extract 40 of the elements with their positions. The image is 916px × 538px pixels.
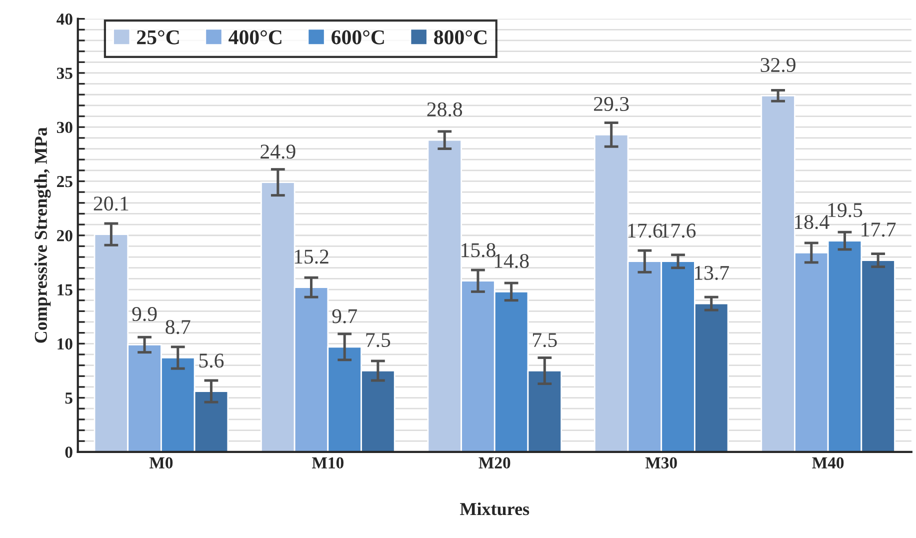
data-label: 9.9 — [132, 307, 157, 322]
data-label: 32.9 — [760, 58, 796, 72]
x-axis-title: Mixtures — [460, 502, 530, 516]
y-axis-title: Compressive Strength, MPa — [34, 127, 51, 343]
data-label: 19.5 — [828, 203, 862, 218]
x-tick-label: M40 — [812, 457, 844, 469]
data-label: 28.8 — [427, 102, 462, 117]
y-tick-label: 0 — [65, 446, 72, 458]
x-tick-label: M10 — [312, 457, 344, 469]
data-label: 7.5 — [366, 333, 390, 348]
data-label: 7.5 — [533, 333, 557, 348]
y-tick-label: 25 — [57, 176, 72, 188]
data-label: 5.6 — [199, 354, 224, 368]
data-label: 8.7 — [166, 320, 190, 334]
y-tick-label: 10 — [58, 338, 72, 350]
x-tick-label: M0 — [149, 457, 173, 469]
y-tick-label: 30 — [56, 122, 72, 134]
data-label: 17.7 — [862, 222, 896, 237]
data-label: 14.8 — [494, 254, 529, 268]
data-label: 13.7 — [694, 266, 729, 280]
legend-label: 400°C — [228, 30, 282, 44]
data-label: 15.2 — [294, 250, 328, 264]
y-tick-label: 5 — [65, 392, 72, 404]
data-label: 29.3 — [594, 97, 629, 112]
data-label: 9.7 — [332, 309, 358, 324]
legend-label: 800°C — [434, 30, 486, 44]
data-label: 17.6 — [628, 224, 662, 238]
data-label: 15.8 — [462, 243, 496, 258]
y-tick-label: 15 — [58, 284, 72, 296]
data-label: 20.1 — [94, 196, 128, 211]
data-label: 17.6 — [662, 224, 696, 238]
y-tick-label: 40 — [56, 14, 72, 25]
data-label: 18.4 — [794, 214, 830, 230]
legend-label: 25°C — [137, 30, 179, 44]
data-label: 24.9 — [260, 144, 296, 159]
y-tick-label: 35 — [56, 68, 72, 79]
legend-label: 600°C — [332, 30, 384, 44]
y-tick-label: 20 — [57, 230, 72, 242]
x-tick-label: M30 — [645, 457, 677, 469]
x-tick-label: M20 — [478, 457, 510, 469]
